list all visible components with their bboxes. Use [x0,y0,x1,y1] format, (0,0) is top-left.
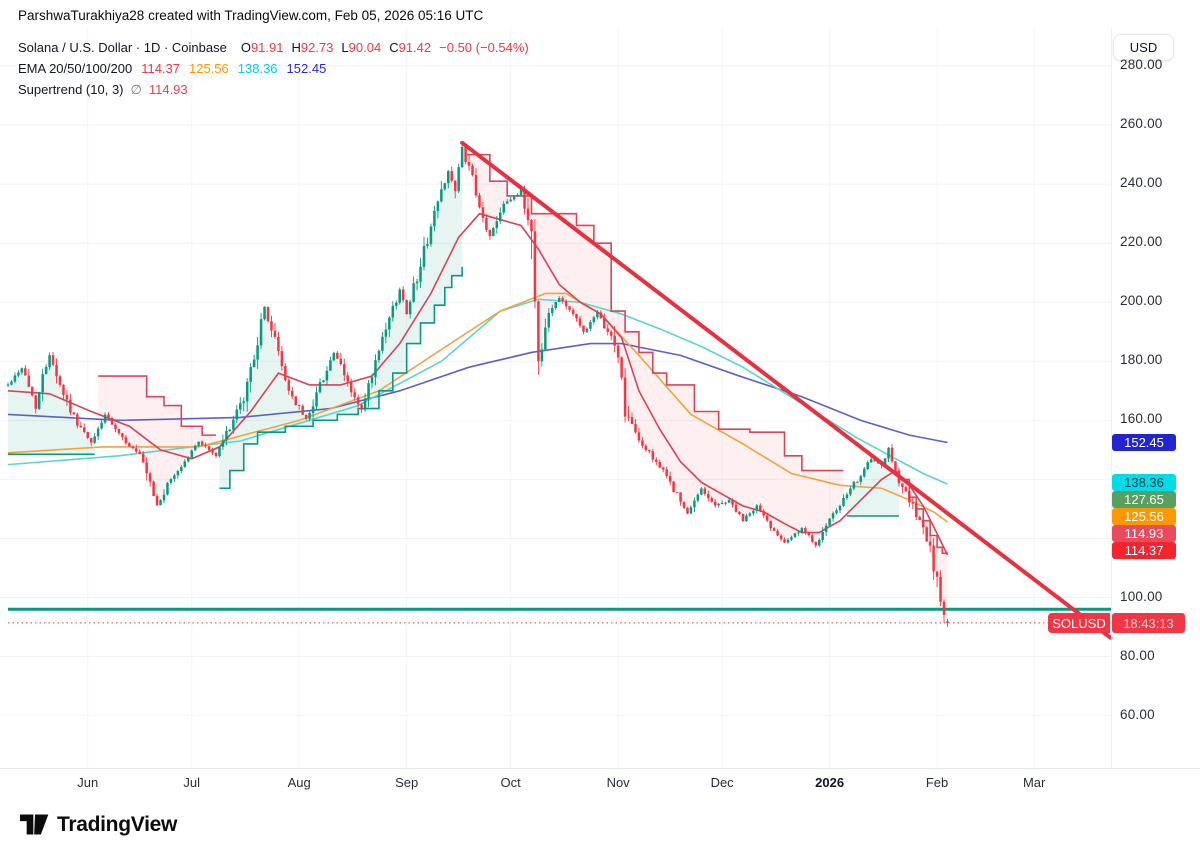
currency-label: USD [1129,40,1158,55]
bar-close-countdown-badge: 18:43:13 [1112,613,1185,633]
legend-ema-row[interactable]: EMA 20/50/100/200 114.37 125.56 138.36 152.4… [18,58,529,79]
ema-value: 152.45 [286,61,327,76]
time-tick-label: Feb [925,775,949,790]
price-tick-label: 240.00 [1120,175,1163,191]
indicator-price-badge: 114.37 [1112,542,1176,559]
time-tick-label: 2026 [815,775,845,790]
symbol-title: Solana / U.S. Dollar · 1D · Coinbase [18,40,227,55]
supertrend-fills [8,148,948,623]
attribution-text: ParshwaTurakhiya28 created with TradingV… [18,8,484,23]
price-tick-label: 160.00 [1120,411,1163,427]
ema-20-line [7,212,949,556]
price-tick-label: 180.00 [1120,352,1163,368]
grid-lines [0,28,1111,768]
price-tick-label: 280.00 [1120,57,1163,73]
tradingview-footer[interactable]: TradingView [20,812,177,837]
ohlc-item: L90.04 [341,40,382,55]
ohlc-item: O91.91 [240,40,284,55]
price-tick-label: 60.00 [1120,706,1155,722]
indicator-price-badge: 138.36 [1112,474,1176,491]
time-tick-label: Aug [287,775,311,790]
descending-trendline[interactable] [460,140,1113,640]
ohlc-item: C91.42 [389,40,432,55]
time-tick-label: Nov [606,775,630,790]
price-tick-label: 100.00 [1120,588,1163,604]
ohlc-item: H92.73 [291,40,334,55]
time-tick-label: Mar [1022,775,1046,790]
indicator-price-badge: 152.45 [1112,434,1176,451]
time-axis-divider [0,768,1200,769]
currency-usd-button[interactable]: USD [1113,34,1174,61]
ema-values: 114.37 125.56 138.36 152.45 [132,61,326,76]
time-tick-label: Jun [77,775,99,790]
supertrend-value: 114.93 [148,82,188,97]
last-price-symbol-badge: SOLUSD [1048,613,1110,633]
time-tick-label: Sep [395,775,419,790]
tradingview-logo-icon [20,814,49,835]
legend-symbol-row[interactable]: Solana / U.S. Dollar · 1D · Coinbase O91.… [18,37,529,58]
indicator-price-badge: 127.65 [1112,491,1176,508]
ema-value: 114.37 [141,61,180,76]
time-tick-label: Jul [183,775,201,790]
change-value: −0.50 (−0.54%) [439,40,529,55]
tradingview-logo-text: TradingView [57,812,178,836]
price-tick-label: 80.00 [1120,647,1155,663]
indicator-price-badge: 125.56 [1112,508,1176,525]
chart-legend: Solana / U.S. Dollar · 1D · Coinbase O91.… [18,37,529,100]
supertrend-eye-icon: ∅ [130,82,142,97]
ema-value: 138.36 [237,61,278,76]
ema-200-line [7,342,948,444]
legend-supertrend-row[interactable]: Supertrend (10, 3) ∅ 114.93 [18,79,529,100]
ema-100-line [7,298,948,485]
time-tick-label: Dec [710,775,734,790]
time-tick-label: Oct [500,775,521,790]
supertrend-lines [8,153,949,555]
price-axis-divider [1111,28,1112,768]
ohlc-values: O91.91 H92.73 L90.04 C91.42 −0.50 (−0.54%) [233,40,529,55]
price-tick-label: 200.00 [1120,293,1163,309]
supertrend-title: Supertrend (10, 3) [18,82,124,97]
price-tick-label: 220.00 [1120,234,1163,250]
ema-title: EMA 20/50/100/200 [18,61,133,76]
candles-layer [6,143,949,627]
indicator-price-badge: 114.93 [1112,525,1176,542]
ema-value: 125.56 [189,61,229,76]
price-tick-label: 260.00 [1120,116,1163,132]
